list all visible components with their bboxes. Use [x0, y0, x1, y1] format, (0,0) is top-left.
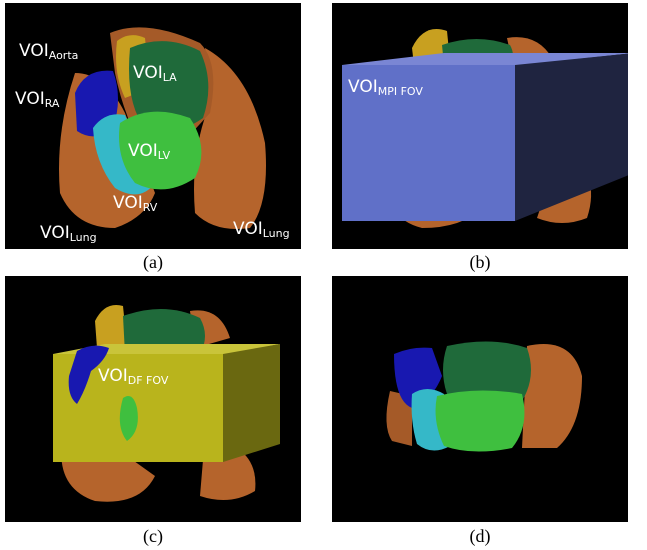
lv-shape-c [119, 395, 138, 441]
mpi-fov-box-front [342, 65, 515, 221]
panel-a-heart-segmentation: VOIAorta VOILA VOIRA VOILV VOIRV VOILung… [5, 3, 301, 249]
panel-b-mpi-fov: VOIMPI FOV [332, 3, 628, 249]
la-shape [129, 41, 209, 132]
df-fov-box-top [53, 344, 280, 354]
label-voi-rv: VOIRV [113, 193, 158, 214]
label-voi-df-fov: VOIDF FOV [98, 366, 169, 387]
panel-d-cropped-heart [332, 276, 628, 522]
lung-right-shape-d [522, 344, 582, 448]
panel-c-df-fov: VOIDF FOV [5, 276, 301, 522]
label-voi-lv: VOILV [128, 141, 171, 162]
la-shape-c [123, 308, 205, 354]
df-fov-box-side [223, 344, 280, 462]
aorta-shape-c [95, 305, 127, 348]
label-voi-la: VOILA [133, 63, 177, 84]
label-voi-ra: VOIRA [15, 89, 60, 110]
caption-b: (b) [469, 252, 491, 272]
heart-render-c [53, 305, 280, 502]
caption-a: (a) [143, 252, 163, 272]
label-voi-lung-left: VOILung [40, 223, 97, 244]
heart-render-a [59, 27, 266, 229]
heart-render-d [386, 341, 582, 452]
mpi-fov-box-top [342, 53, 628, 65]
mpi-fov-box-side [515, 53, 628, 221]
lung-left-shape-d [386, 391, 412, 446]
label-voi-mpi-fov: VOIMPI FOV [348, 77, 423, 98]
caption-c: (c) [143, 526, 163, 546]
caption-d: (d) [469, 526, 491, 546]
lv-shape-d [435, 390, 525, 452]
heart-render-b [342, 29, 628, 228]
label-voi-lung-right: VOILung [233, 219, 290, 240]
ra-shape-c [68, 345, 109, 404]
label-voi-aorta: VOIAorta [19, 41, 79, 62]
lv-shape [119, 111, 202, 190]
